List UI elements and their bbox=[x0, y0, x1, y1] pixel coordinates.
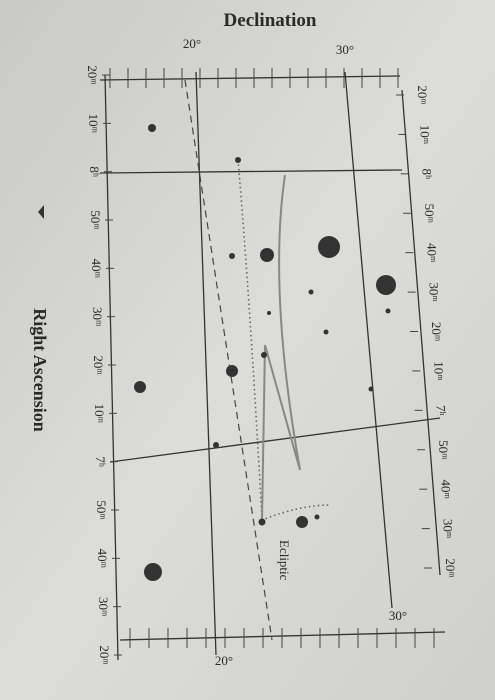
hour-line-7h bbox=[109, 417, 441, 463]
ecliptic-line bbox=[184, 79, 273, 641]
star-chart bbox=[38, 68, 446, 661]
ra-label: 10ᵐ bbox=[417, 125, 432, 145]
ra-label: 50ᵐ bbox=[88, 210, 103, 230]
top-edge bbox=[99, 75, 401, 81]
dec-line-30 bbox=[344, 71, 393, 609]
direction-arrow bbox=[38, 205, 44, 219]
tick-marks bbox=[102, 68, 435, 656]
ra-label: 20ᵐ bbox=[97, 645, 112, 665]
ra-label: 10ᵐ bbox=[92, 404, 107, 424]
ra-label: 50ᵐ bbox=[422, 204, 437, 224]
ra-label: 40ᵐ bbox=[95, 549, 110, 569]
top-axis bbox=[401, 89, 441, 576]
ra-labels: 20ᵐ 10ᵐ 8ʰ 50ᵐ 40ᵐ 30ᵐ 20ᵐ 10ᵐ 7ʰ 50ᵐ 40ᵐ 30ᵐ 20ᵐ 20ᵐ… bbox=[85, 65, 458, 665]
bottom-axis bbox=[104, 74, 119, 661]
ra-label: 10ᵐ bbox=[431, 361, 446, 381]
ra-label: 20ᵐ bbox=[429, 322, 444, 342]
dec-label: 20° bbox=[215, 653, 233, 668]
x-axis-label: Right Ascension bbox=[30, 308, 50, 432]
ra-label: 30ᵐ bbox=[96, 597, 111, 617]
dec-label: 30° bbox=[336, 42, 354, 57]
ra-label: 30ᵐ bbox=[90, 307, 105, 327]
ra-label: 30ᵐ bbox=[441, 519, 456, 539]
ra-label: 10ᵐ bbox=[86, 114, 101, 134]
stars bbox=[134, 124, 396, 581]
ra-label: 40ᵐ bbox=[438, 479, 453, 499]
dotted-path bbox=[237, 159, 331, 522]
ra-label: 40ᵐ bbox=[89, 259, 104, 279]
ra-label: 8ʰ bbox=[87, 166, 102, 177]
planet-path bbox=[261, 174, 301, 521]
dec-label: 20° bbox=[183, 36, 201, 51]
title: Declination bbox=[224, 10, 317, 31]
ra-label: 20ᵐ bbox=[91, 355, 106, 375]
ra-label: 30ᵐ bbox=[427, 282, 442, 302]
ecliptic-label: Ecliptic bbox=[277, 540, 292, 581]
hour-line-8h bbox=[99, 169, 403, 174]
dec-label: 30° bbox=[389, 608, 407, 623]
ra-label: 20ᵐ bbox=[415, 85, 430, 105]
ra-label: 7ʰ bbox=[93, 456, 108, 467]
ra-label: 40ᵐ bbox=[424, 243, 439, 263]
ra-label: 7ʰ bbox=[434, 405, 449, 416]
ra-label: 20ᵐ bbox=[443, 558, 458, 578]
ra-label: 50ᵐ bbox=[94, 500, 109, 520]
ra-label: 8ʰ bbox=[420, 168, 435, 179]
ra-label: 50ᵐ bbox=[436, 440, 451, 460]
ra-label: 20ᵐ bbox=[85, 65, 100, 85]
